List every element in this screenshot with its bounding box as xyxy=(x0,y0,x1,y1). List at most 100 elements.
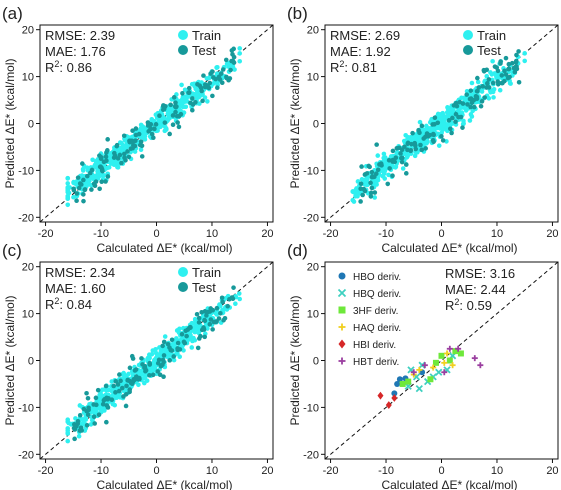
data-point xyxy=(210,327,215,332)
data-point xyxy=(128,380,134,386)
data-point xyxy=(405,141,411,147)
data-point xyxy=(200,98,205,104)
data-point xyxy=(192,321,198,326)
data-point xyxy=(127,365,133,371)
data-point xyxy=(156,357,162,363)
data-point xyxy=(210,307,216,313)
data-point xyxy=(204,313,209,318)
data-point xyxy=(415,385,423,393)
data-point xyxy=(74,198,79,204)
data-point xyxy=(202,95,208,100)
data-point xyxy=(172,104,178,109)
data-point xyxy=(220,67,226,72)
plot-area xyxy=(325,262,558,459)
data-point xyxy=(420,127,426,132)
y-tick-label: 0 xyxy=(313,356,319,368)
y-axis-label: Predicted ΔE* (kcal/mol) xyxy=(3,58,17,188)
x-tick-label: 0 xyxy=(153,228,159,240)
data-point xyxy=(419,147,425,153)
data-point xyxy=(476,85,482,90)
data-point xyxy=(136,382,141,388)
data-point xyxy=(390,148,396,154)
data-point xyxy=(109,379,115,384)
data-point xyxy=(80,166,86,172)
data-point xyxy=(353,194,358,199)
data-point xyxy=(119,385,125,391)
data-point xyxy=(123,403,129,409)
data-point xyxy=(369,169,375,175)
y-tick-label: 0 xyxy=(313,119,319,131)
data-point xyxy=(192,337,198,343)
data-point xyxy=(185,94,190,100)
data-point xyxy=(391,390,398,397)
panel-label: (d) xyxy=(287,241,308,260)
data-point xyxy=(478,103,484,109)
stat-text: R2: 0.84 xyxy=(45,296,92,312)
data-point xyxy=(502,68,507,74)
data-point xyxy=(378,161,384,166)
data-point xyxy=(463,108,469,113)
data-point xyxy=(140,362,145,367)
data-point xyxy=(152,357,157,363)
data-point xyxy=(445,110,450,116)
data-point xyxy=(490,80,496,86)
data-point xyxy=(217,302,223,308)
data-point xyxy=(432,115,438,121)
data-point xyxy=(503,72,509,77)
data-point xyxy=(449,130,454,136)
panel-label: (b) xyxy=(287,4,308,23)
data-point xyxy=(111,394,117,399)
data-point xyxy=(96,412,102,418)
data-point xyxy=(97,186,102,192)
data-point xyxy=(103,154,109,160)
data-point xyxy=(165,342,171,347)
data-point xyxy=(368,194,374,199)
legend-label: HAQ deriv. xyxy=(353,323,401,334)
data-point xyxy=(65,175,71,181)
x-tick-label: 10 xyxy=(491,465,503,477)
data-point xyxy=(410,130,415,136)
data-point xyxy=(65,181,71,186)
data-point xyxy=(119,160,124,166)
data-point xyxy=(435,131,441,137)
data-point xyxy=(106,395,111,401)
legend-label: Train xyxy=(477,28,506,43)
data-point xyxy=(65,430,71,436)
data-point xyxy=(158,124,163,130)
x-tick-label: -10 xyxy=(93,465,109,477)
x-tick-label: 0 xyxy=(438,465,444,477)
data-point xyxy=(148,126,154,132)
data-point xyxy=(380,173,386,179)
data-point xyxy=(385,401,392,409)
data-point xyxy=(175,120,180,125)
data-point xyxy=(423,146,428,151)
data-point xyxy=(514,52,519,58)
data-point xyxy=(71,187,77,193)
data-point xyxy=(404,155,410,160)
data-point xyxy=(111,162,117,167)
data-point xyxy=(133,126,139,131)
data-point xyxy=(98,164,103,169)
data-point xyxy=(394,380,401,387)
legend-label: Train xyxy=(192,265,221,280)
data-point xyxy=(149,131,155,137)
data-point xyxy=(112,153,118,158)
data-point xyxy=(121,370,126,376)
data-point xyxy=(155,361,161,366)
y-axis-label: Predicted ΔE* (kcal/mol) xyxy=(288,295,302,425)
data-point xyxy=(416,366,423,373)
data-point xyxy=(390,173,395,179)
legend-marker xyxy=(338,306,346,314)
data-point xyxy=(440,127,446,133)
data-point xyxy=(222,315,228,321)
data-point xyxy=(498,59,503,64)
data-point xyxy=(405,378,412,385)
data-point xyxy=(230,52,235,57)
legend-marker-train xyxy=(463,30,473,40)
plot-area xyxy=(40,262,273,459)
legend-label: 3HF deriv. xyxy=(353,306,398,317)
data-point xyxy=(453,111,459,117)
data-point xyxy=(108,153,113,159)
y-tick-label: 0 xyxy=(28,356,34,368)
